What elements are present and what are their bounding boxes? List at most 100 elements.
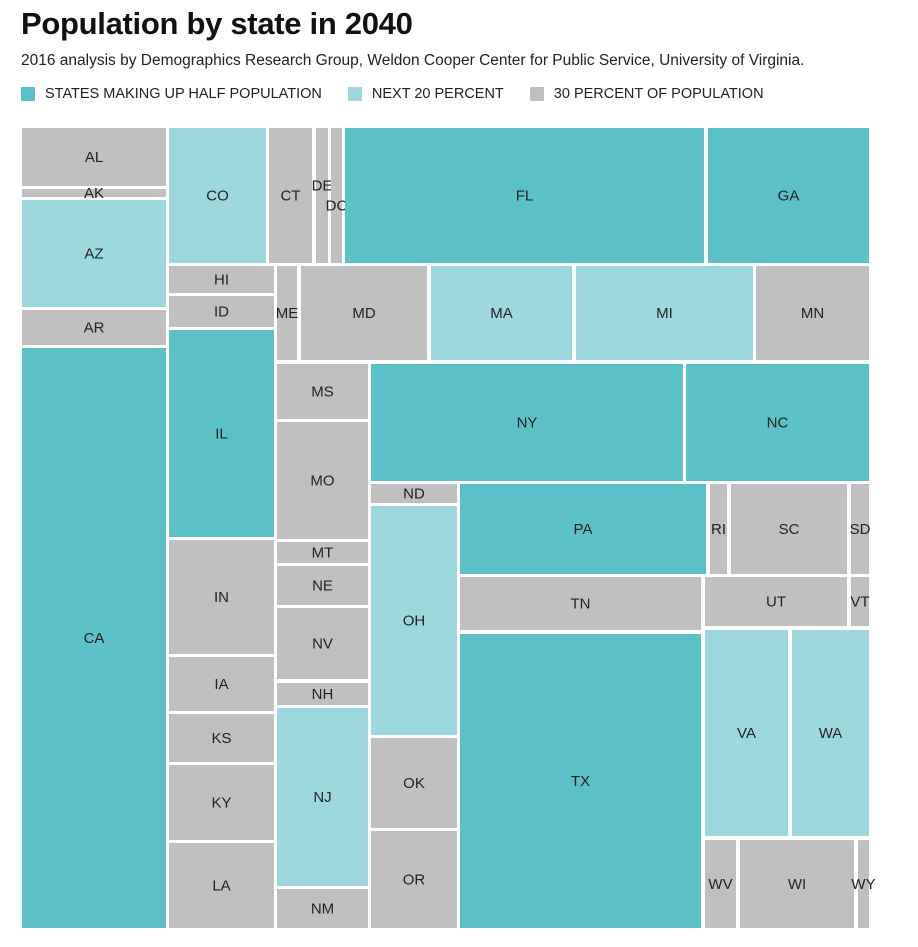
state-cell-ne: NE [277, 566, 368, 605]
state-label: SD [850, 521, 871, 538]
state-label: WV [708, 876, 732, 893]
state-rect [22, 189, 166, 197]
state-cell-ga: GA [708, 128, 869, 263]
state-cell-nh: NH [277, 683, 368, 705]
state-cell-la: LA [169, 843, 274, 928]
state-rect [460, 484, 706, 574]
state-label: NM [311, 901, 334, 918]
state-label: ID [214, 304, 229, 321]
state-cell-mt: MT [277, 542, 368, 563]
state-rect [277, 608, 368, 679]
state-cell-md: MD [301, 266, 427, 360]
state-cell-nm: NM [277, 889, 368, 928]
state-rect [277, 266, 297, 360]
state-cell-va: VA [705, 630, 788, 836]
state-rect [792, 630, 869, 836]
state-label: NH [312, 686, 334, 703]
state-label: MD [352, 305, 375, 322]
state-label: NV [312, 636, 333, 653]
state-label: IA [214, 676, 228, 693]
state-label: GA [778, 188, 800, 205]
state-label: AL [85, 149, 103, 166]
state-cell-il: IL [169, 330, 274, 537]
state-label: MI [656, 305, 673, 322]
state-rect [576, 266, 753, 360]
state-cell-sd: SD [850, 484, 871, 574]
legend: STATES MAKING UP HALF POPULATION NEXT 20… [21, 86, 764, 102]
state-cell-mi: MI [576, 266, 753, 360]
state-cell-ky: KY [169, 765, 274, 840]
legend-swatch-next20 [347, 87, 362, 101]
state-cell-wv: WV [705, 840, 736, 928]
state-label: CO [206, 188, 229, 205]
state-cell-co: CO [169, 128, 266, 263]
state-cell-vt: VT [850, 577, 870, 626]
state-rect [705, 630, 788, 836]
state-cell-fl: FL [345, 128, 704, 263]
state-rect [277, 364, 368, 419]
state-cell-mn: MN [756, 266, 869, 360]
state-label: UT [766, 594, 786, 611]
state-label: PA [574, 521, 593, 538]
state-cell-wy: WY [851, 840, 876, 928]
state-rect [371, 738, 457, 828]
state-cell-nv: NV [277, 608, 368, 679]
state-label: WY [851, 876, 875, 893]
state-cell-ks: KS [169, 714, 274, 762]
state-cell-ut: UT [705, 577, 847, 626]
state-cell-al: AL [22, 128, 166, 186]
state-cell-nc: NC [686, 364, 869, 481]
state-label: MA [490, 305, 513, 322]
legend-label: STATES MAKING UP HALF POPULATION [45, 86, 322, 102]
state-rect [22, 128, 166, 186]
state-cell-in: IN [169, 540, 274, 654]
state-rect [277, 889, 368, 928]
state-rect [169, 843, 274, 928]
state-cell-mo: MO [277, 422, 368, 539]
state-cell-or: OR [371, 831, 457, 928]
state-label: OR [403, 872, 426, 889]
state-label: RI [711, 521, 726, 538]
state-rect [169, 128, 266, 263]
state-label: CA [84, 630, 105, 647]
chart-subtitle: 2016 analysis by Demographics Research G… [21, 52, 805, 69]
state-cell-ct: CT [269, 128, 312, 263]
state-rect [708, 128, 869, 263]
state-cell-pa: PA [460, 484, 706, 574]
state-label: AR [84, 320, 105, 337]
state-cell-ia: IA [169, 657, 274, 711]
state-label: NY [517, 415, 538, 432]
state-cell-sc: SC [731, 484, 847, 574]
state-cell-ca: CA [22, 348, 166, 928]
state-rect [460, 577, 701, 630]
state-cell-id: ID [169, 296, 274, 327]
state-rect [277, 683, 368, 705]
state-rect [710, 484, 727, 574]
state-cell-tn: TN [460, 577, 701, 630]
state-rect [851, 484, 869, 574]
state-rect [705, 840, 736, 928]
legend-item-next20: NEXT 20 PERCENT [347, 86, 504, 102]
state-label: NE [312, 578, 333, 595]
state-rect [277, 422, 368, 539]
state-label: TN [571, 596, 591, 613]
chart-title: Population by state in 2040 [21, 6, 413, 41]
state-label: ND [403, 486, 425, 503]
state-label: OH [403, 613, 426, 630]
legend-swatch-rest30 [529, 87, 544, 101]
legend-label: 30 PERCENT OF POPULATION [553, 86, 764, 102]
state-rect [169, 330, 274, 537]
state-cell-me: ME [276, 266, 298, 360]
state-label: MS [311, 384, 334, 401]
state-label: WA [819, 725, 843, 742]
state-cell-az: AZ [22, 200, 166, 307]
state-label: LA [212, 878, 230, 895]
state-rect [277, 708, 368, 886]
state-cell-wa: WA [792, 630, 869, 836]
state-rect [277, 542, 368, 563]
state-label: IN [214, 589, 229, 606]
state-cell-nj: NJ [277, 708, 368, 886]
state-cell-wi: WI [740, 840, 854, 928]
state-rect [686, 364, 869, 481]
